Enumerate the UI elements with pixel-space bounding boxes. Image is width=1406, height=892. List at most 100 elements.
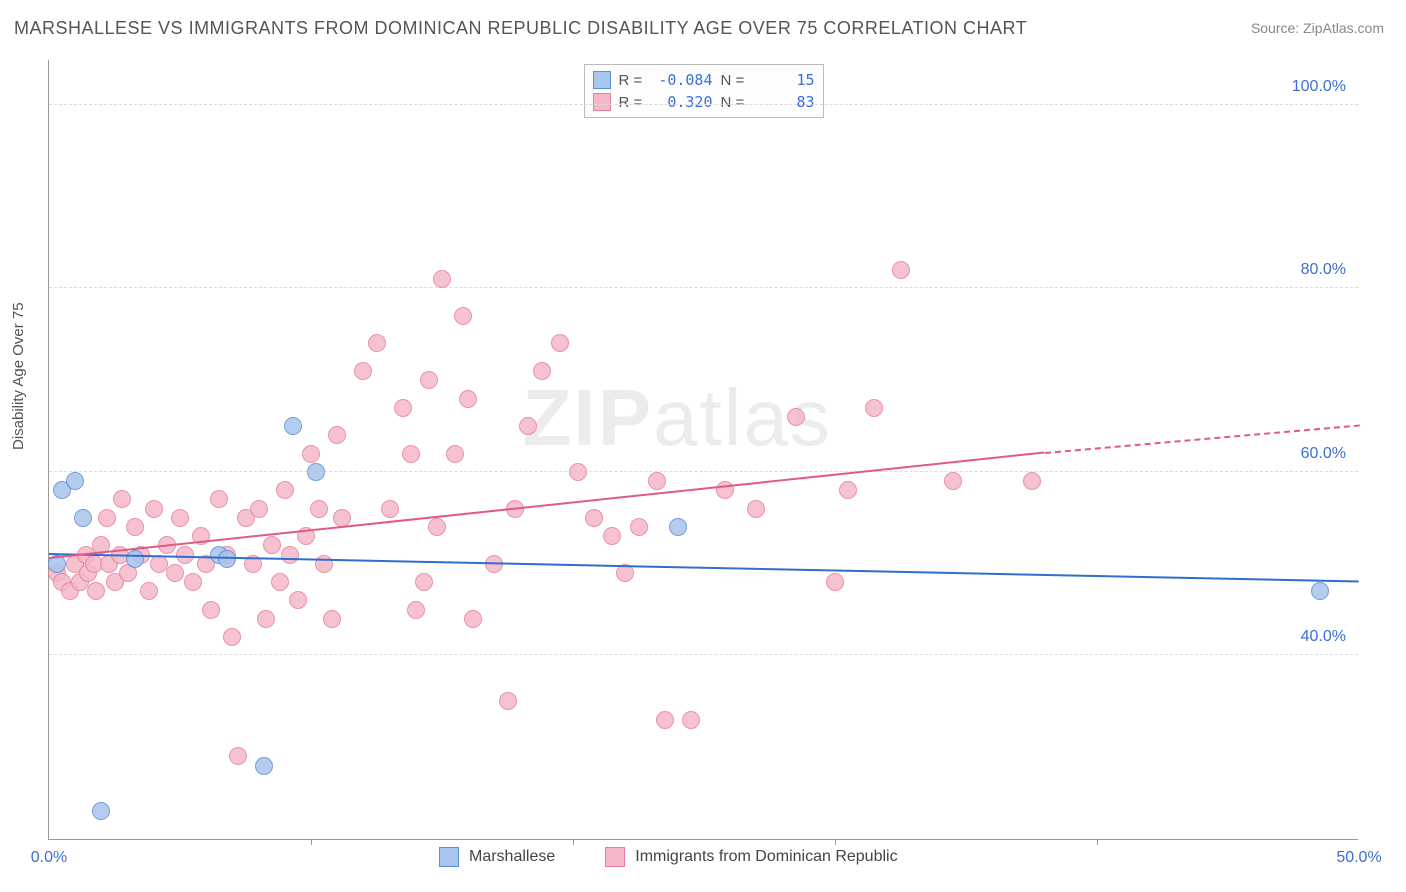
- legend: Marshallese Immigrants from Dominican Re…: [439, 847, 898, 867]
- stats-row-series1: R = -0.084 N = 15: [593, 69, 815, 91]
- scatter-point: [454, 307, 472, 325]
- stats-row-series2: R = 0.320 N = 83: [593, 91, 815, 113]
- scatter-point: [74, 509, 92, 527]
- scatter-point: [310, 500, 328, 518]
- scatter-point: [126, 550, 144, 568]
- gridline-horizontal: [49, 287, 1358, 288]
- scatter-point: [682, 711, 700, 729]
- scatter-point: [433, 270, 451, 288]
- scatter-point: [519, 417, 537, 435]
- stats-swatch-series2: [593, 93, 611, 111]
- trend-line: [49, 452, 1045, 560]
- gridline-horizontal: [49, 654, 1358, 655]
- scatter-point: [826, 573, 844, 591]
- y-tick-label: 40.0%: [1301, 628, 1346, 646]
- stats-R-value-series1: -0.084: [657, 71, 713, 89]
- stats-R-label: R =: [619, 72, 649, 89]
- y-tick-label: 100.0%: [1292, 78, 1346, 96]
- legend-label-series1: Marshallese: [469, 848, 555, 866]
- scatter-point: [140, 582, 158, 600]
- scatter-point: [315, 555, 333, 573]
- scatter-point: [892, 261, 910, 279]
- chart-title: MARSHALLESE VS IMMIGRANTS FROM DOMINICAN…: [14, 18, 1027, 39]
- scatter-point: [145, 500, 163, 518]
- stats-R-label: R =: [619, 94, 649, 111]
- gridline-horizontal: [49, 104, 1358, 105]
- scatter-point: [551, 334, 569, 352]
- y-axis-label: Disability Age Over 75: [10, 302, 27, 450]
- scatter-point: [787, 408, 805, 426]
- x-minor-tick: [1097, 839, 1098, 845]
- x-minor-tick: [311, 839, 312, 845]
- legend-swatch-series2: [605, 847, 625, 867]
- scatter-point: [218, 550, 236, 568]
- watermark-thin: atlas: [653, 373, 832, 462]
- scatter-point: [284, 417, 302, 435]
- scatter-point: [569, 463, 587, 481]
- scatter-point: [368, 334, 386, 352]
- stats-R-value-series2: 0.320: [657, 93, 713, 111]
- scatter-point: [202, 601, 220, 619]
- scatter-point: [420, 371, 438, 389]
- stats-N-value-series2: 83: [759, 93, 815, 111]
- source-attribution: Source: ZipAtlas.com: [1251, 20, 1384, 36]
- scatter-point: [630, 518, 648, 536]
- scatter-point: [839, 481, 857, 499]
- scatter-point: [302, 445, 320, 463]
- scatter-point: [603, 527, 621, 545]
- scatter-point: [944, 472, 962, 490]
- scatter-point: [415, 573, 433, 591]
- scatter-point: [328, 426, 346, 444]
- y-tick-label: 80.0%: [1301, 261, 1346, 279]
- y-tick-label: 60.0%: [1301, 445, 1346, 463]
- stats-N-label: N =: [721, 72, 751, 89]
- x-minor-tick: [835, 839, 836, 845]
- gridline-horizontal: [49, 471, 1358, 472]
- scatter-point: [113, 490, 131, 508]
- scatter-point: [394, 399, 412, 417]
- scatter-point: [428, 518, 446, 536]
- scatter-point: [747, 500, 765, 518]
- scatter-point: [446, 445, 464, 463]
- watermark: ZIPatlas: [523, 372, 832, 464]
- scatter-point: [407, 601, 425, 619]
- legend-swatch-series1: [439, 847, 459, 867]
- scatter-point: [166, 564, 184, 582]
- chart-container: MARSHALLESE VS IMMIGRANTS FROM DOMINICAN…: [0, 0, 1406, 892]
- scatter-point: [289, 591, 307, 609]
- stats-N-label: N =: [721, 94, 751, 111]
- watermark-bold: ZIP: [523, 373, 653, 462]
- x-tick-label: 50.0%: [1336, 849, 1381, 867]
- scatter-point: [669, 518, 687, 536]
- scatter-point: [87, 582, 105, 600]
- scatter-point: [354, 362, 372, 380]
- scatter-point: [585, 509, 603, 527]
- scatter-point: [402, 445, 420, 463]
- legend-label-series2: Immigrants from Dominican Republic: [635, 848, 897, 866]
- stats-N-value-series1: 15: [759, 71, 815, 89]
- scatter-point: [126, 518, 144, 536]
- scatter-point: [1023, 472, 1041, 490]
- scatter-point: [223, 628, 241, 646]
- scatter-point: [1311, 582, 1329, 600]
- scatter-point: [250, 500, 268, 518]
- x-minor-tick: [573, 839, 574, 845]
- scatter-point: [499, 692, 517, 710]
- scatter-point: [281, 546, 299, 564]
- scatter-point: [98, 509, 116, 527]
- scatter-point: [271, 573, 289, 591]
- scatter-point: [459, 390, 477, 408]
- scatter-point: [255, 757, 273, 775]
- scatter-point: [184, 573, 202, 591]
- scatter-point: [381, 500, 399, 518]
- scatter-point: [533, 362, 551, 380]
- scatter-point: [92, 802, 110, 820]
- plot-area: ZIPatlas R = -0.084 N = 15 R = 0.320 N =…: [48, 60, 1358, 840]
- scatter-point: [210, 490, 228, 508]
- scatter-point: [307, 463, 325, 481]
- scatter-point: [263, 536, 281, 554]
- scatter-point: [323, 610, 341, 628]
- scatter-point: [66, 472, 84, 490]
- scatter-point: [656, 711, 674, 729]
- x-tick-label: 0.0%: [31, 849, 67, 867]
